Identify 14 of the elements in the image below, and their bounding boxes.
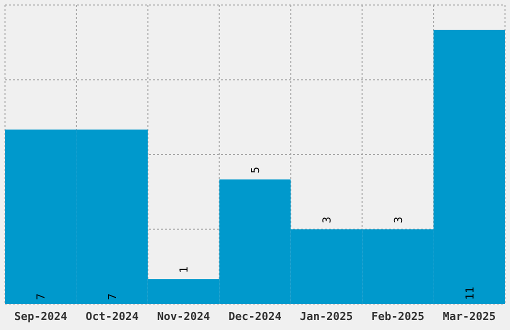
data-label: 5: [249, 166, 262, 174]
data-label: 11: [463, 286, 476, 300]
data-label: 3: [320, 216, 334, 224]
x-tick-label: Feb-2025: [371, 310, 424, 323]
x-tick-label: Sep-2024: [14, 310, 68, 323]
x-tick-label: Oct-2024: [86, 310, 140, 323]
x-tick-label: Dec-2024: [228, 310, 282, 323]
data-label: 7: [34, 293, 48, 300]
x-tick-label: Jan-2025: [300, 310, 353, 323]
data-label: 7: [106, 293, 120, 300]
data-label: 1: [178, 266, 191, 274]
x-tick-label: Mar-2025: [442, 310, 496, 323]
x-tick-label: Nov-2024: [157, 310, 210, 323]
data-label: 3: [392, 216, 405, 224]
